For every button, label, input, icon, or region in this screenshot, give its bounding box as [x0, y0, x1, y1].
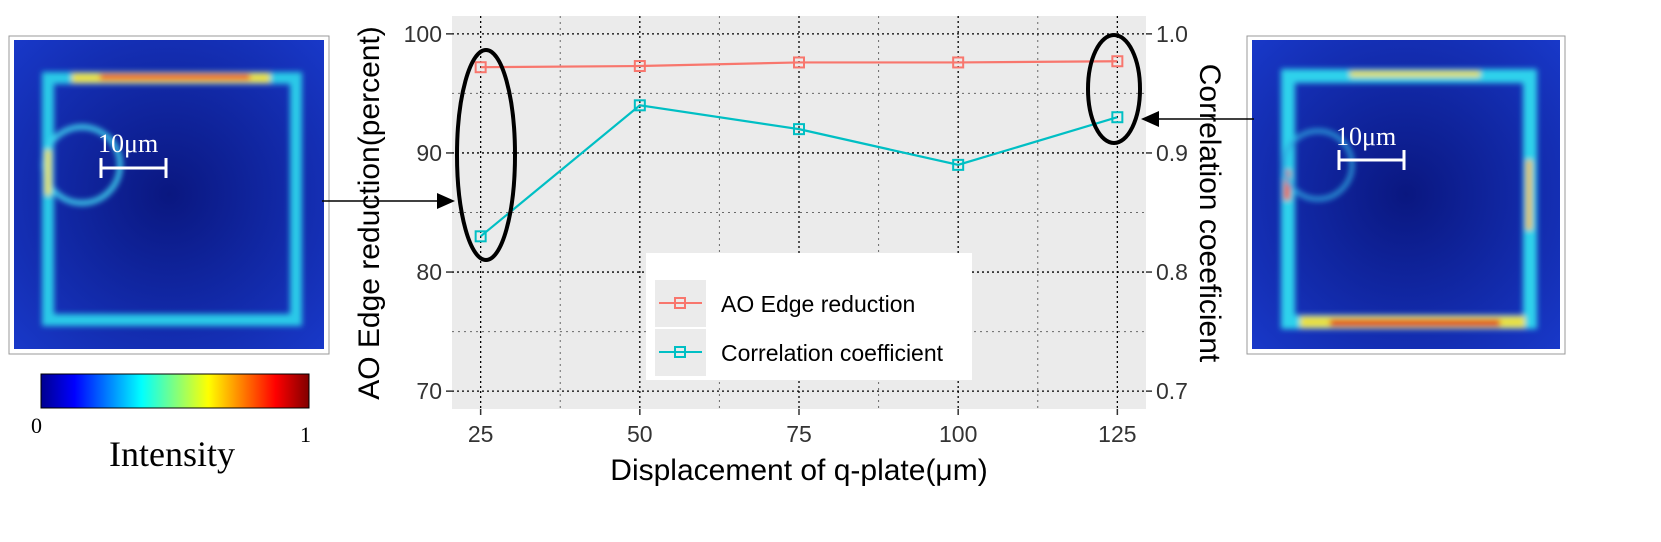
arrow-right-head — [1141, 111, 1159, 127]
series-line-0 — [480, 60, 1118, 69]
arrow-left-head — [437, 193, 455, 209]
left-scale-label: 10μm — [98, 129, 158, 158]
series-point-0 — [1111, 55, 1124, 68]
series-point-1 — [1111, 111, 1124, 124]
right-scale-label: 10μm — [1336, 122, 1396, 151]
right-inset: 10μm — [1246, 35, 1566, 355]
x-tick-label: 100 — [939, 421, 977, 447]
annotations — [322, 33, 1254, 262]
highlight-ellipse-left — [455, 48, 517, 262]
series-point-0 — [793, 56, 805, 69]
series-point-1 — [952, 158, 965, 171]
legend-key-marker-1 — [674, 346, 686, 358]
right-inset-ring — [1281, 69, 1537, 329]
y-tick-label: 100 — [404, 21, 442, 47]
y2-tick-label: 0.8 — [1156, 259, 1188, 285]
x-axis: 25 50 75 100 125 — [468, 409, 1137, 447]
legend-key-marker-0 — [674, 297, 686, 309]
right-scale-bar — [1337, 150, 1406, 170]
legend: AO Edge reduction Correlation coefficien… — [646, 253, 972, 380]
y-tick-label: 80 — [416, 259, 442, 285]
chart: 70 80 90 100 0.7 0.8 0.9 1.0 25 50 75 100 125 Disp… — [322, 16, 1254, 487]
y-axis-left: 70 80 90 100 — [404, 21, 452, 404]
grid-major — [452, 16, 1146, 409]
legend-label-1: Correlation coefficient — [721, 340, 944, 366]
y2-tick-label: 0.7 — [1156, 378, 1188, 404]
left-scale-bar — [99, 158, 168, 178]
x-tick-label: 50 — [627, 421, 653, 447]
grid-minor — [452, 16, 1146, 409]
left-inset: 10μm — [8, 35, 330, 355]
series-point-1 — [474, 230, 487, 243]
y-tick-label: 70 — [416, 378, 442, 404]
x-tick-label: 75 — [786, 421, 812, 447]
series-point-0 — [474, 61, 487, 74]
colorbar: 0 1 Intensity — [31, 373, 311, 474]
series-point-0 — [633, 60, 646, 73]
y-tick-label: 90 — [416, 140, 442, 166]
y2-tick-label: 1.0 — [1156, 21, 1188, 47]
x-tick-label: 125 — [1098, 421, 1136, 447]
colorbar-gradient — [40, 373, 310, 409]
series-layer — [474, 55, 1124, 243]
series-point-1 — [633, 99, 646, 112]
y-axis-right: 0.7 0.8 0.9 1.0 — [1146, 21, 1188, 404]
x-tick-label: 25 — [468, 421, 494, 447]
y2-tick-label: 0.9 — [1156, 140, 1188, 166]
series-line-1 — [479, 104, 1118, 238]
left-inset-ring — [41, 72, 302, 326]
left-inset-image — [14, 40, 324, 349]
y-axis-label: AO Edge reduction(percent) — [353, 26, 386, 400]
y2-axis-label: Correlation coeeficient — [1193, 64, 1226, 363]
legend-label-0: AO Edge reduction — [721, 291, 915, 317]
colorbar-min-label: 0 — [31, 413, 42, 438]
series-point-0 — [952, 56, 965, 69]
highlight-ellipse-right — [1086, 33, 1142, 145]
series-point-1 — [793, 123, 805, 136]
x-axis-label: Displacement of q-plate(μm) — [610, 454, 987, 487]
colorbar-title: Intensity — [109, 434, 235, 474]
colorbar-max-label: 1 — [300, 422, 311, 447]
